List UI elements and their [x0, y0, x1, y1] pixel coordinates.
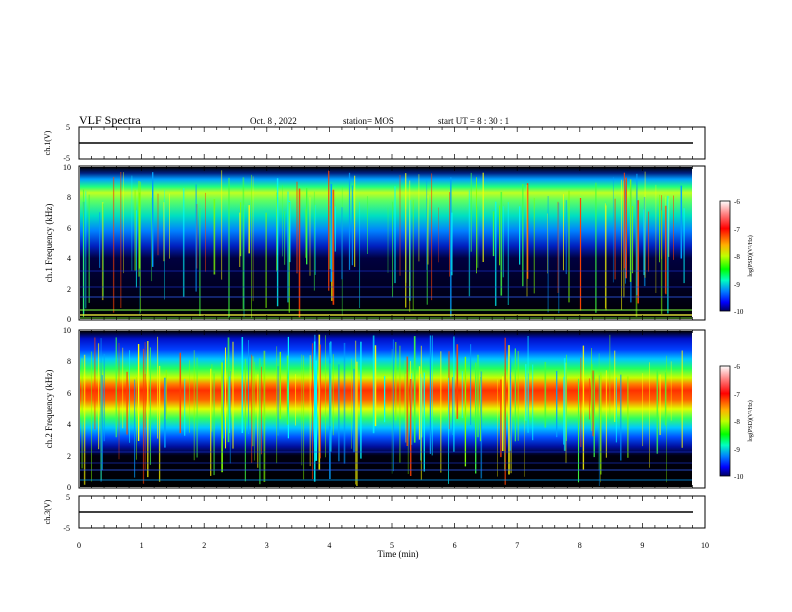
ch2-spectrogram-hlines: [80, 451, 692, 481]
ch2-cb-tick-8: -8: [734, 418, 740, 426]
ch2-spectrogram-ticks: [78, 330, 706, 488]
ch2-ytick-4: 4: [67, 420, 71, 429]
ch1-ytick-10: 10: [63, 163, 71, 172]
ch3-waveform-ylabel: ch.3(V): [43, 499, 52, 524]
x-tick-labels: 0 1 2 3 4 5 6 7 8 9 10: [77, 541, 709, 550]
ch2-ytick-0: 0: [67, 483, 71, 492]
ch1-ytick-6: 6: [67, 224, 71, 233]
ch1-ytick-neg5: -5: [63, 154, 70, 163]
ch3-ytick-5: 5: [66, 493, 70, 502]
ch1-colorbar-gradient: [719, 200, 731, 312]
ch1-spectrogram-ticks: [78, 166, 706, 320]
x-tick-label: 2: [202, 541, 206, 550]
x-tick-label: 6: [453, 541, 457, 550]
ch1-cb-tick-8: -8: [734, 253, 740, 261]
ch2-spectrogram-panel: 0 2 4 6 8 10 ch.2 Frequency (kHz): [44, 326, 706, 492]
ch2-cb-tick-9: -9: [734, 446, 740, 454]
ch1-spectrogram-streaks: [82, 170, 685, 318]
ch1-ytick-0: 0: [67, 315, 71, 324]
x-tick-label: 3: [265, 541, 269, 550]
ch1-ytick-8: 8: [67, 193, 71, 202]
ch2-ytick-6: 6: [67, 389, 71, 398]
ch1-cb-tick-9: -9: [734, 281, 740, 289]
ch2-spectrogram-streaks: [81, 334, 683, 486]
x-tick-label: 1: [140, 541, 144, 550]
ch1-spectrogram-ylabel: ch.1 Frequency (kHz): [44, 204, 54, 283]
ch2-colorbar: -6 -7 -8 -9 -10 log(PSD)(V²/Hz): [719, 363, 754, 481]
x-tick-label: 4: [327, 541, 331, 550]
ch2-cb-tick-10: -10: [734, 473, 744, 481]
ch3-waveform-ticks: [78, 496, 706, 528]
ch1-colorbar-label: log(PSD)(V²/Hz): [747, 235, 754, 276]
ch2-cb-tick-6: -6: [734, 363, 740, 371]
ch1-ytick-4: 4: [67, 254, 71, 263]
ch1-cb-tick-6: -6: [734, 198, 740, 206]
ch3-waveform-panel: 5 -5 ch.3(V) 0 1 2 3 4 5 6 7 8 9 10 Time (min): [43, 493, 709, 559]
ch1-spectrogram-panel: 0 2 4 6 8 10 ch.1 Frequency (kHz): [44, 163, 706, 324]
figure-title: VLF Spectra: [79, 113, 141, 127]
ch1-waveform-panel: 5 -5 ch.1(V): [43, 123, 706, 163]
ch1-cb-tick-7: -7: [734, 226, 740, 234]
x-tick-label: 9: [640, 541, 644, 550]
x-tick-label: 8: [578, 541, 582, 550]
ch1-spectrogram-hlines: [80, 270, 692, 319]
x-tick-label: 5: [390, 541, 394, 550]
date-label: Oct. 8 , 2022: [250, 116, 297, 126]
x-tick-label: 10: [701, 541, 709, 550]
x-axis-label: Time (min): [378, 549, 419, 559]
ch2-spectrogram-ylabel: ch.2 Frequency (kHz): [44, 370, 54, 449]
ch3-ytick-neg5: -5: [63, 524, 70, 533]
ch2-ytick-2: 2: [67, 452, 71, 461]
ch1-ytick-2: 2: [67, 285, 71, 294]
ch2-colorbar-gradient: [719, 365, 731, 477]
ch2-cb-tick-7: -7: [734, 391, 740, 399]
start-time-label: start UT = 8 : 30 : 1: [438, 116, 509, 126]
ch1-waveform-ticks: [78, 127, 706, 159]
ch1-ytick-5: 5: [66, 123, 70, 132]
ch1-spectrogram-image: [80, 167, 692, 319]
ch2-ytick-10: 10: [63, 326, 71, 335]
ch2-ytick-8: 8: [67, 357, 71, 366]
ch1-cb-tick-10: -10: [734, 308, 744, 316]
ch1-waveform-ylabel: ch.1(V): [43, 130, 52, 155]
x-tick-label: 7: [515, 541, 519, 550]
ch1-colorbar: -6 -7 -8 -9 -10 log(PSD)(V²/Hz): [719, 198, 754, 316]
station-label: station= MOS: [343, 116, 394, 126]
ch2-colorbar-label: log(PSD)(V²/Hz): [747, 400, 754, 441]
x-tick-label: 0: [77, 541, 81, 550]
